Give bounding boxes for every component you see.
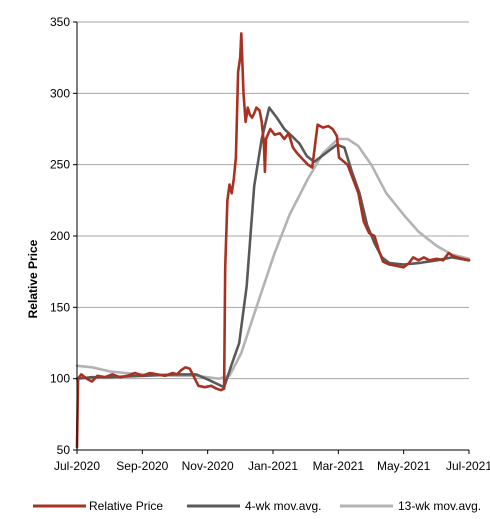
- y-tick-label: 200: [50, 229, 70, 243]
- legend-label: 4-wk mov.avg.: [245, 499, 321, 513]
- legend-label: Relative Price: [89, 499, 163, 513]
- gridlines: [77, 21, 469, 380]
- y-tick-label: 50: [57, 443, 71, 457]
- legend-label: 13-wk mov.avg.: [398, 499, 481, 513]
- tick-labels: 50 100 150 200 250 300 350 Jul-2020 Sep-2020 Nov-…: [50, 15, 490, 473]
- legend: Relative Price 4-wk mov.avg. 13-wk mov.avg…: [33, 499, 481, 513]
- y-axis-title: Relative Price: [26, 239, 40, 318]
- y-tick-label: 150: [50, 300, 70, 314]
- y-tick-label: 100: [50, 372, 70, 386]
- y-tick-label: 350: [50, 15, 70, 29]
- x-tick-label: Jul-2021: [446, 459, 490, 473]
- y-tick-label: 250: [50, 158, 70, 172]
- series-lines: [75, 32, 471, 449]
- y-tick-label: 300: [50, 86, 70, 100]
- series-line-1: [75, 106, 471, 389]
- x-tick-label: Jan-2021: [248, 459, 298, 473]
- series-line-2: [75, 137, 471, 380]
- x-tick-label: May-2021: [377, 459, 431, 473]
- x-tick-label: Sep-2020: [116, 459, 168, 473]
- axes: [73, 21, 470, 454]
- x-tick-label: Jul-2020: [54, 459, 100, 473]
- series-line-0: [75, 32, 471, 449]
- x-tick-label: Mar-2021: [313, 459, 365, 473]
- x-tick-label: Nov-2020: [182, 459, 234, 473]
